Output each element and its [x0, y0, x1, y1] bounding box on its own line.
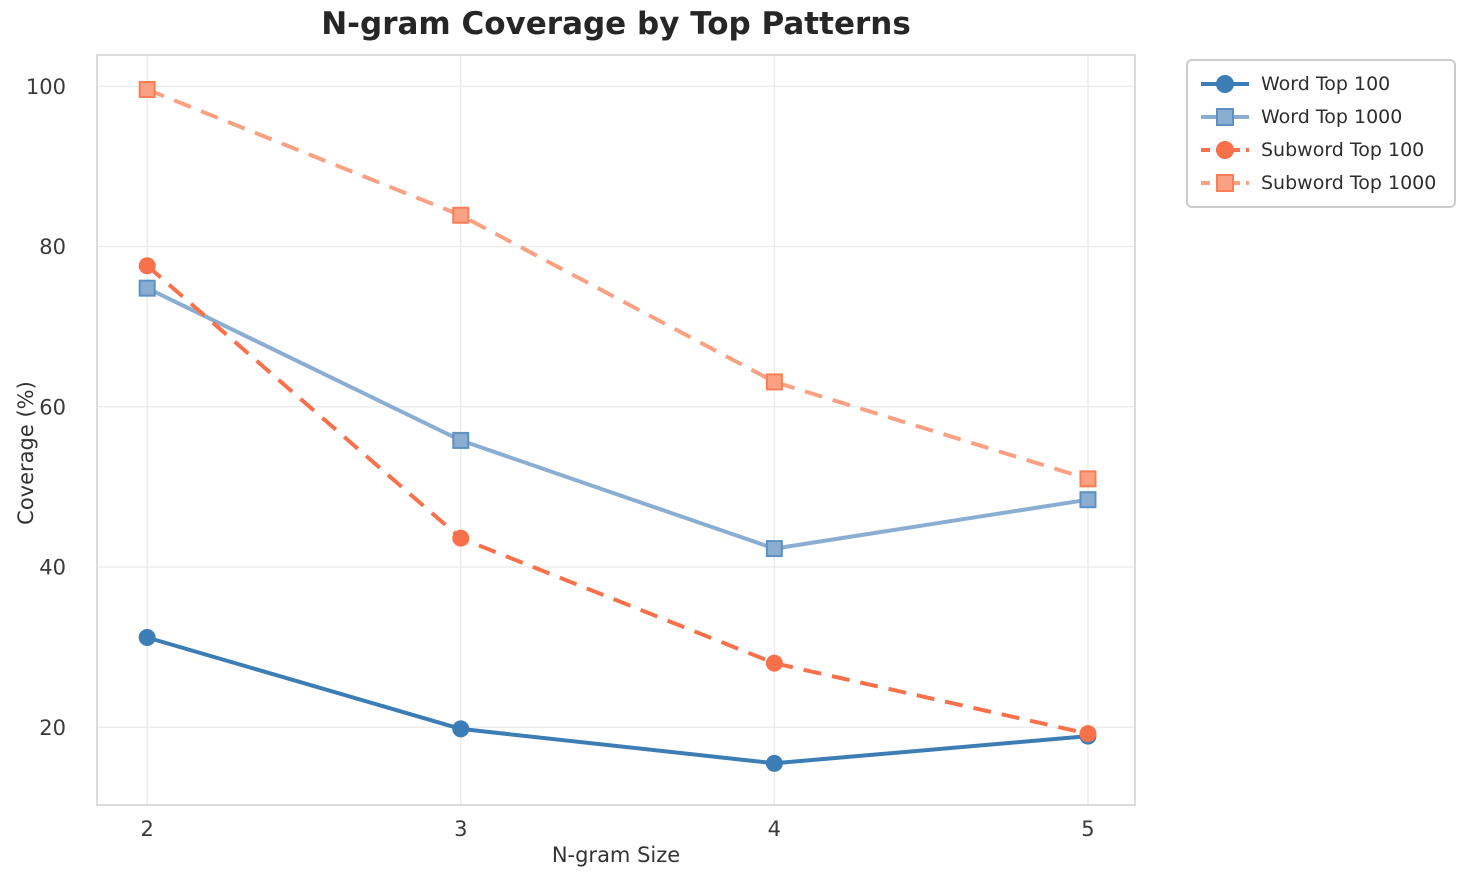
plot-border — [96, 54, 1136, 806]
series-line-word-top-1000 — [146, 286, 1089, 551]
y-axis-label: Coverage (%) — [14, 381, 38, 525]
y-tick-label: 60 — [39, 395, 66, 419]
plot-background — [97, 55, 1135, 805]
legend-marker-word-top-100 — [1201, 75, 1249, 93]
data-point-word-top-100 — [452, 720, 470, 738]
series-line-word-top-100 — [146, 635, 1089, 766]
data-point-word-top-1000 — [452, 431, 470, 449]
y-tick-label: 80 — [39, 235, 66, 259]
chart-title: N-gram Coverage by Top Patterns — [321, 6, 911, 42]
legend-item-word-top-1000: Word Top 1000 — [1200, 105, 1436, 129]
data-point-word-top-1000 — [138, 279, 156, 297]
data-point-subword-top-1000 — [138, 80, 156, 98]
data-point-subword-top-100 — [765, 654, 783, 672]
data-point-word-top-100 — [138, 629, 156, 647]
data-point-subword-top-100 — [1079, 725, 1097, 743]
legend-label: Subword Top 100 — [1261, 139, 1425, 161]
x-tick-label: 5 — [1081, 817, 1094, 841]
x-tick-label: 4 — [768, 817, 781, 841]
legend-label: Word Top 100 — [1261, 73, 1391, 95]
legend-label: Subword Top 1000 — [1261, 172, 1437, 194]
x-axis-label: N-gram Size — [551, 843, 681, 867]
legend-marker-subword-top-1000 — [1201, 174, 1249, 192]
data-point-word-top-100 — [765, 754, 783, 772]
legend-item-word-top-100: Word Top 100 — [1200, 72, 1436, 96]
data-point-subword-top-1000 — [1079, 470, 1097, 488]
legend-item-subword-top-1000: Subword Top 1000 — [1200, 171, 1436, 195]
series-line-subword-top-1000 — [146, 87, 1089, 481]
x-tick-label: 3 — [454, 817, 467, 841]
data-point-word-top-1000 — [765, 540, 783, 558]
legend-marker-subword-top-100 — [1201, 141, 1249, 159]
data-point-word-top-1000 — [1079, 491, 1097, 509]
x-tick-label: 2 — [140, 817, 153, 841]
legend-label: Word Top 1000 — [1261, 106, 1403, 128]
data-point-subword-top-100 — [452, 529, 470, 547]
y-tick-label: 20 — [39, 716, 66, 740]
legend-marker-word-top-1000 — [1201, 108, 1249, 126]
data-point-subword-top-1000 — [765, 373, 783, 391]
legend: Word Top 100 Word Top 1000 Subword Top 100… — [1186, 59, 1457, 208]
y-tick-label: 100 — [26, 75, 66, 99]
data-point-subword-top-1000 — [452, 206, 470, 224]
legend-item-subword-top-100: Subword Top 100 — [1200, 138, 1436, 162]
data-point-subword-top-100 — [138, 257, 156, 275]
series-line-subword-top-100 — [145, 264, 1089, 736]
y-tick-label: 40 — [39, 556, 66, 580]
